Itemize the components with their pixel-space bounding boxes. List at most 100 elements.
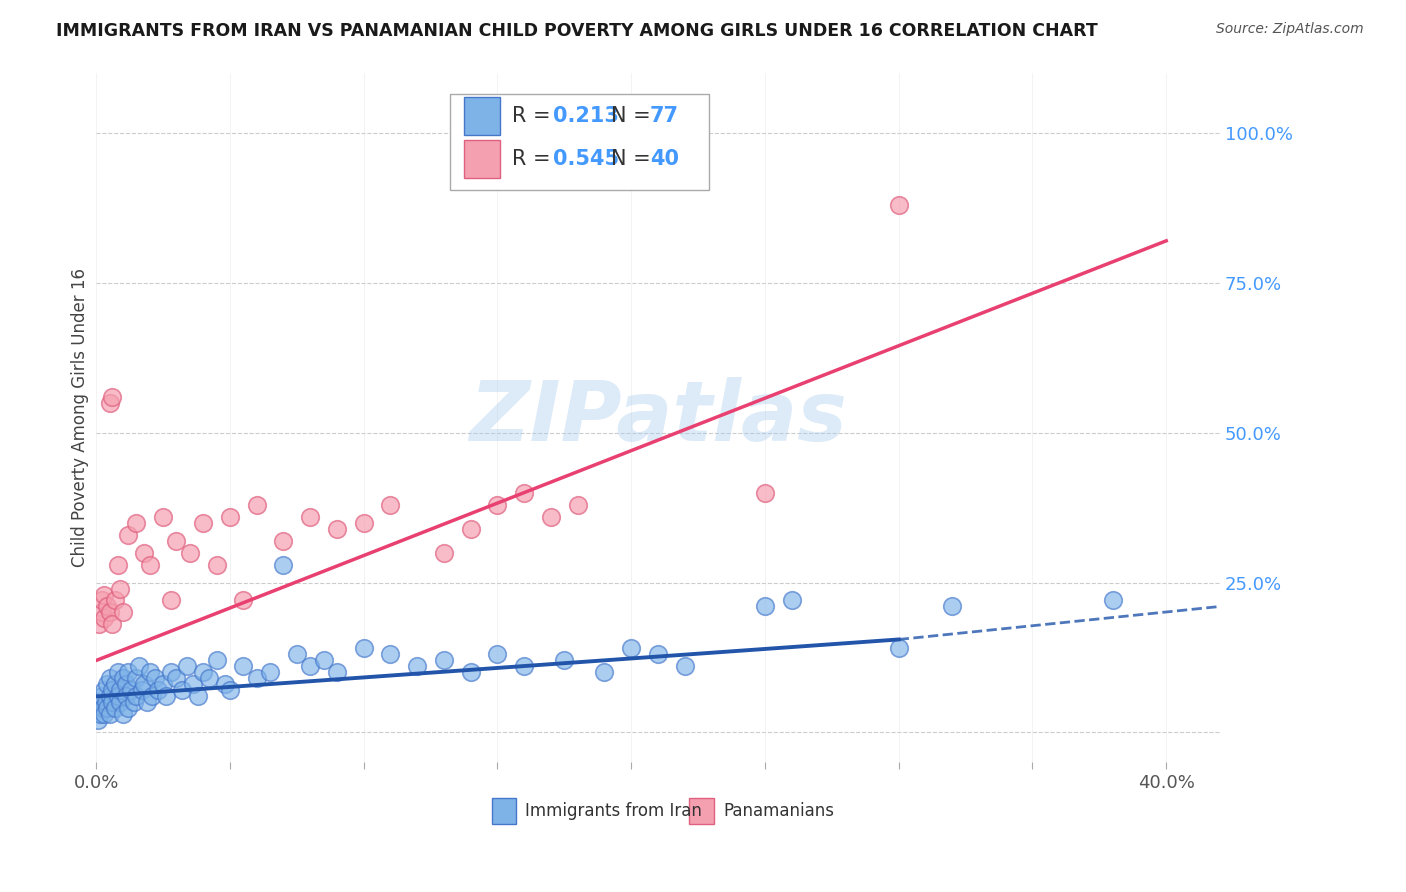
Point (219, 509, 242, 524)
Point (193, 665, 215, 680)
Point (136, 695, 159, 709)
Point (138, 665, 160, 680)
Point (887, 198, 910, 212)
Point (131, 683, 153, 698)
Point (246, 498, 269, 512)
Point (460, 665, 482, 680)
Point (620, 641, 643, 656)
Point (152, 677, 174, 691)
Text: IMMIGRANTS FROM IRAN VS PANAMANIAN CHILD POVERTY AMONG GIRLS UNDER 16 CORRELATIO: IMMIGRANTS FROM IRAN VS PANAMANIAN CHILD… (56, 22, 1098, 40)
Point (89, 707, 111, 722)
Point (93, 683, 115, 698)
Point (166, 533, 188, 548)
Point (104, 701, 127, 715)
Point (98, 672, 121, 686)
Point (96, 701, 118, 715)
Point (101, 695, 124, 709)
Point (1101, 593, 1123, 607)
Point (433, 545, 456, 559)
Text: Immigrants from Iran: Immigrants from Iran (526, 802, 702, 820)
Point (104, 677, 127, 691)
Point (98, 606, 121, 620)
Point (93, 587, 115, 601)
Point (486, 498, 509, 512)
FancyBboxPatch shape (464, 140, 499, 178)
Point (205, 558, 228, 572)
Point (120, 683, 142, 698)
Point (111, 707, 134, 722)
Point (107, 690, 129, 704)
Point (219, 683, 242, 698)
Point (259, 665, 281, 680)
Text: 0.213: 0.213 (554, 106, 620, 127)
Point (647, 648, 669, 662)
Point (111, 606, 134, 620)
FancyBboxPatch shape (450, 94, 709, 190)
Point (326, 665, 349, 680)
Point (273, 558, 295, 572)
Text: N =: N = (610, 106, 657, 127)
Point (214, 677, 236, 691)
Point (117, 701, 139, 715)
Point (101, 390, 124, 404)
Text: N =: N = (610, 149, 657, 169)
Point (513, 485, 536, 500)
Point (486, 648, 509, 662)
Point (86, 714, 108, 728)
Point (107, 558, 129, 572)
Point (232, 659, 254, 673)
Point (380, 498, 402, 512)
Point (141, 690, 163, 704)
Point (152, 509, 174, 524)
Point (205, 653, 228, 667)
Point (110, 695, 132, 709)
Point (941, 599, 963, 614)
Point (98, 707, 121, 722)
Point (90, 606, 112, 620)
Point (299, 659, 322, 673)
Point (104, 593, 127, 607)
Point (285, 648, 308, 662)
Point (96, 677, 118, 691)
Text: 40: 40 (650, 149, 679, 169)
Point (246, 672, 269, 686)
Point (110, 582, 132, 596)
Point (143, 672, 166, 686)
Point (134, 545, 156, 559)
Point (111, 672, 134, 686)
Point (299, 509, 322, 524)
Point (93, 611, 115, 625)
Point (273, 533, 295, 548)
Point (122, 695, 145, 709)
Point (380, 648, 402, 662)
Point (160, 593, 183, 607)
Point (146, 683, 169, 698)
Point (138, 558, 160, 572)
Point (87, 695, 110, 709)
Text: R =: R = (512, 106, 557, 127)
Point (232, 593, 254, 607)
Point (754, 485, 776, 500)
Point (155, 690, 177, 704)
Point (125, 690, 148, 704)
Point (87, 617, 110, 632)
Point (170, 683, 193, 698)
Point (134, 677, 156, 691)
Point (887, 641, 910, 656)
Point (114, 677, 136, 691)
Point (101, 617, 124, 632)
Point (433, 653, 456, 667)
Text: Panamanians: Panamanians (723, 802, 834, 820)
Point (593, 665, 616, 680)
Text: 0.545: 0.545 (554, 149, 620, 169)
Point (94, 695, 117, 709)
Point (98, 395, 121, 409)
Point (110, 683, 132, 698)
Point (406, 659, 429, 673)
Point (312, 653, 335, 667)
FancyBboxPatch shape (464, 97, 499, 136)
Text: Source: ZipAtlas.com: Source: ZipAtlas.com (1216, 22, 1364, 37)
Point (513, 659, 536, 673)
Point (93, 707, 115, 722)
Point (160, 665, 183, 680)
